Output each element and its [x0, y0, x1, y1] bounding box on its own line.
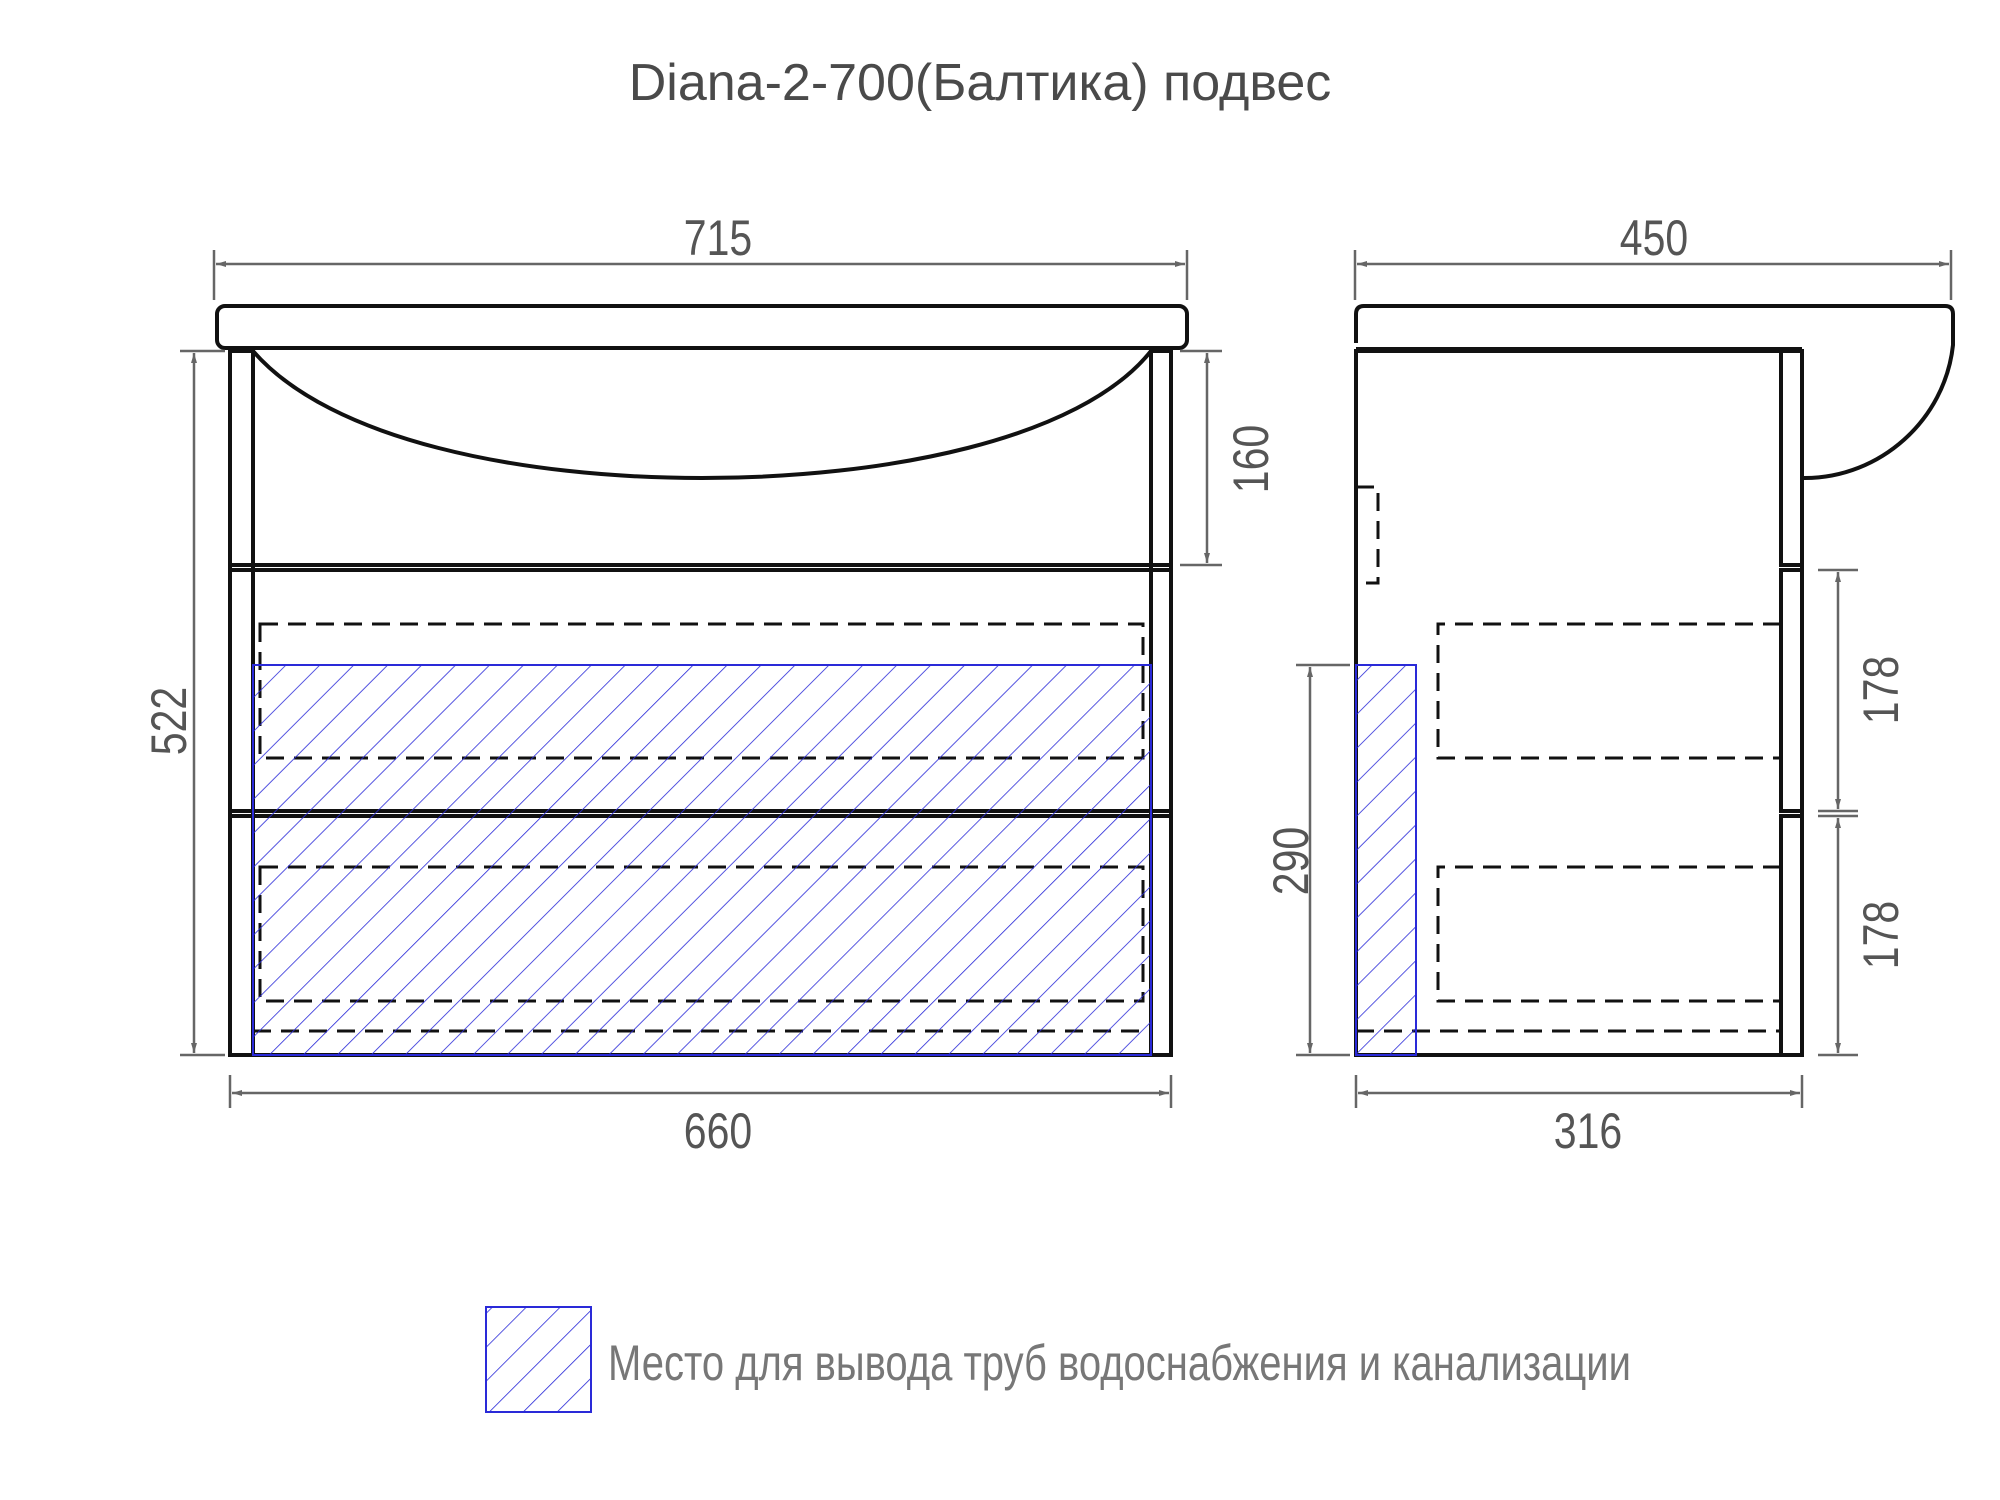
- countertop-side: [1354, 304, 1955, 480]
- dim-label-height: 522: [141, 687, 197, 755]
- dim-label-bottom-depth: 316: [1554, 1103, 1622, 1159]
- countertop-front: [215, 304, 1189, 350]
- side-view: 450 290 178 178 316: [1263, 210, 1955, 1159]
- pipe-zone-front: [252, 664, 1152, 1056]
- front-view: 715 522 160 660: [141, 210, 1279, 1159]
- legend-label: Место для вывода труб водоснабжения и ка…: [608, 1335, 1631, 1391]
- pipe-zone-side: [1355, 664, 1417, 1056]
- dim-label-top-depth: 450: [1620, 210, 1688, 266]
- left-side-panel: [228, 349, 255, 1057]
- front-panel-drawer2: [1779, 814, 1804, 1057]
- drawer-box-side-bottom: [1436, 865, 1781, 1003]
- front-panel-drawer1: [1779, 568, 1804, 813]
- dim-label-drawer-top: 178: [1853, 656, 1909, 724]
- dim-label-drawer-bottom: 178: [1853, 901, 1909, 969]
- basin-bowl: [251, 349, 1153, 481]
- legend: Место для вывода труб водоснабжения и ка…: [485, 1306, 1631, 1413]
- dim-label-bottom-width: 660: [684, 1103, 752, 1159]
- dim-label-pipe-zone-height: 290: [1263, 827, 1319, 895]
- siphon-outline: [1356, 485, 1380, 585]
- right-side-panel: [1149, 349, 1173, 1057]
- cabinet-body-side: [1354, 349, 1804, 1057]
- dim-label-top-width: 715: [684, 210, 752, 266]
- drawing-title: Diana-2-700(Балтика) подвес: [629, 54, 1332, 112]
- drawer-box-side-top: [1436, 622, 1781, 760]
- dim-label-basin-depth: 160: [1223, 425, 1279, 493]
- front-panel-top: [1779, 349, 1804, 567]
- legend-hatch-swatch: [485, 1306, 592, 1413]
